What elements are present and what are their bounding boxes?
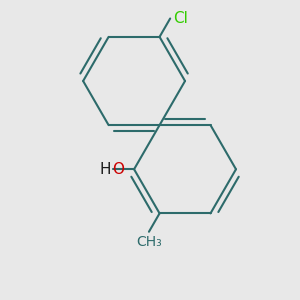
Text: O: O [112,162,124,177]
Text: CH₃: CH₃ [136,235,162,249]
Text: Cl: Cl [173,11,188,26]
Text: H: H [99,162,111,177]
